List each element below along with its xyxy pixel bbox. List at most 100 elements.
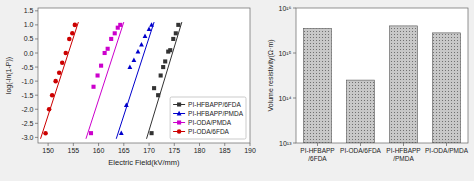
y-tick-label: -3.0: [21, 134, 33, 141]
y-tick-label: -2.0: [21, 106, 33, 113]
y-tick-label: 10¹⁶: [279, 5, 292, 12]
data-point: [150, 131, 154, 135]
x-tick-label-line: /PMDA: [393, 155, 414, 162]
figure: 150155160165170175180185190-3.0-2.5-2.0-…: [0, 0, 474, 181]
x-tick-label-line: PI-HFBAPP: [386, 147, 420, 154]
legend-label: PI-ODA/6FDA: [188, 128, 229, 135]
data-point: [143, 33, 148, 38]
x-tick: [73, 143, 74, 146]
legend-label: PI-HFBAPP/6FDA: [188, 101, 241, 108]
data-point: [156, 93, 160, 97]
bar: [390, 26, 418, 143]
background: [0, 0, 474, 181]
legend-label: PI-ODA/PMDA: [188, 119, 232, 126]
x-tick: [123, 143, 124, 146]
data-point: [70, 31, 75, 36]
x-tick-label-line: PI-ODA/PMDA: [425, 147, 469, 154]
y-tick: [35, 10, 38, 11]
y-tick: [35, 53, 38, 54]
legend-box: [170, 97, 246, 139]
y-tick-label: 0.5: [24, 35, 34, 42]
data-point: [113, 31, 117, 35]
legend-label: PI-HFBAPP/PMDA: [188, 110, 244, 117]
x-tick-label: PI-ODA/6FDA: [340, 147, 381, 154]
x-tick: [224, 143, 225, 146]
fit-line: [41, 22, 79, 139]
data-point: [63, 51, 68, 56]
y-tick: [35, 95, 38, 96]
x-tick-label: PI-ODA/PMDA: [425, 147, 469, 154]
chart-0: 150155160165170175180185190-3.0-2.5-2.0-…: [5, 7, 256, 167]
x-tick-label: 175: [168, 147, 180, 154]
y-tick-label: 10¹⁴: [278, 95, 291, 102]
data-point: [99, 64, 103, 68]
y-axis-label: Volume resistivity(Ω·m): [267, 39, 275, 111]
legend-marker: [177, 120, 181, 124]
y-tick: [293, 8, 296, 9]
chart-1: 10¹³10¹⁴10¹⁵10¹⁶PI-HFBAPP/6FDAPI-ODA/6FD…: [267, 5, 469, 162]
legend: PI-HFBAPP/6FDA PI-HFBAPP/PMDA PI-ODA/PMDA P…: [170, 97, 246, 139]
x-tick-label: 180: [194, 147, 206, 154]
y-tick: [35, 67, 38, 68]
plot-marks: [304, 26, 461, 143]
y-tick-label: 1.5: [24, 7, 34, 14]
bar: [433, 33, 461, 143]
x-tick-label: 190: [244, 147, 256, 154]
data-point: [159, 73, 163, 77]
bar: [347, 80, 375, 143]
x-tick-label: PI-HFBAPP/6FDA: [300, 147, 334, 162]
data-point: [139, 42, 144, 47]
y-tick: [293, 53, 296, 54]
data-point: [163, 59, 167, 63]
data-point: [136, 49, 141, 54]
x-tick: [199, 143, 200, 146]
data-point: [43, 131, 48, 136]
data-point: [89, 131, 93, 135]
data-point: [168, 48, 172, 52]
x-tick: [403, 143, 404, 146]
data-point: [60, 61, 65, 66]
x-tick-label: 165: [118, 147, 130, 154]
x-tick-label: 185: [219, 147, 231, 154]
x-axis-label: Electric Field(kV/mm): [108, 158, 180, 167]
x-tick: [149, 143, 150, 146]
data-point: [96, 73, 100, 77]
x-tick-label-line: /6FDA: [308, 155, 327, 162]
y-tick-label: 10¹³: [279, 140, 292, 147]
y-tick: [293, 143, 296, 144]
x-tick: [446, 143, 447, 146]
data-point: [91, 85, 95, 89]
plot-frame: [38, 8, 250, 143]
data-point: [132, 57, 137, 62]
data-point: [127, 64, 132, 69]
data-point: [147, 26, 152, 31]
legend-marker: [177, 129, 182, 134]
x-tick: [98, 143, 99, 146]
data-point: [109, 37, 113, 41]
data-point: [47, 107, 52, 112]
data-point: [53, 79, 58, 84]
x-tick-label-line: PI-ODA/6FDA: [340, 147, 381, 154]
fit-line: [116, 22, 154, 139]
data-point: [161, 65, 165, 69]
x-tick: [250, 143, 251, 146]
y-axis-label: log(-ln(1-P)): [5, 57, 13, 94]
data-point: [103, 51, 107, 55]
data-point: [50, 93, 55, 98]
data-point: [67, 37, 72, 42]
data-point: [119, 131, 124, 136]
data-point: [176, 23, 180, 27]
plot-frame: [296, 8, 468, 143]
legend-marker: [177, 102, 181, 106]
y-tick-label: -0.5: [21, 64, 33, 71]
x-tick-label: 160: [93, 147, 105, 154]
y-tick-label: -1.5: [21, 92, 33, 99]
y-tick: [35, 109, 38, 110]
x-tick: [317, 143, 318, 146]
x-tick-label: 150: [42, 147, 54, 154]
y-tick: [35, 137, 38, 138]
y-tick-label: -1.0: [21, 78, 33, 85]
y-tick: [35, 24, 38, 25]
data-point: [73, 23, 78, 28]
legend-marker: [177, 111, 182, 116]
